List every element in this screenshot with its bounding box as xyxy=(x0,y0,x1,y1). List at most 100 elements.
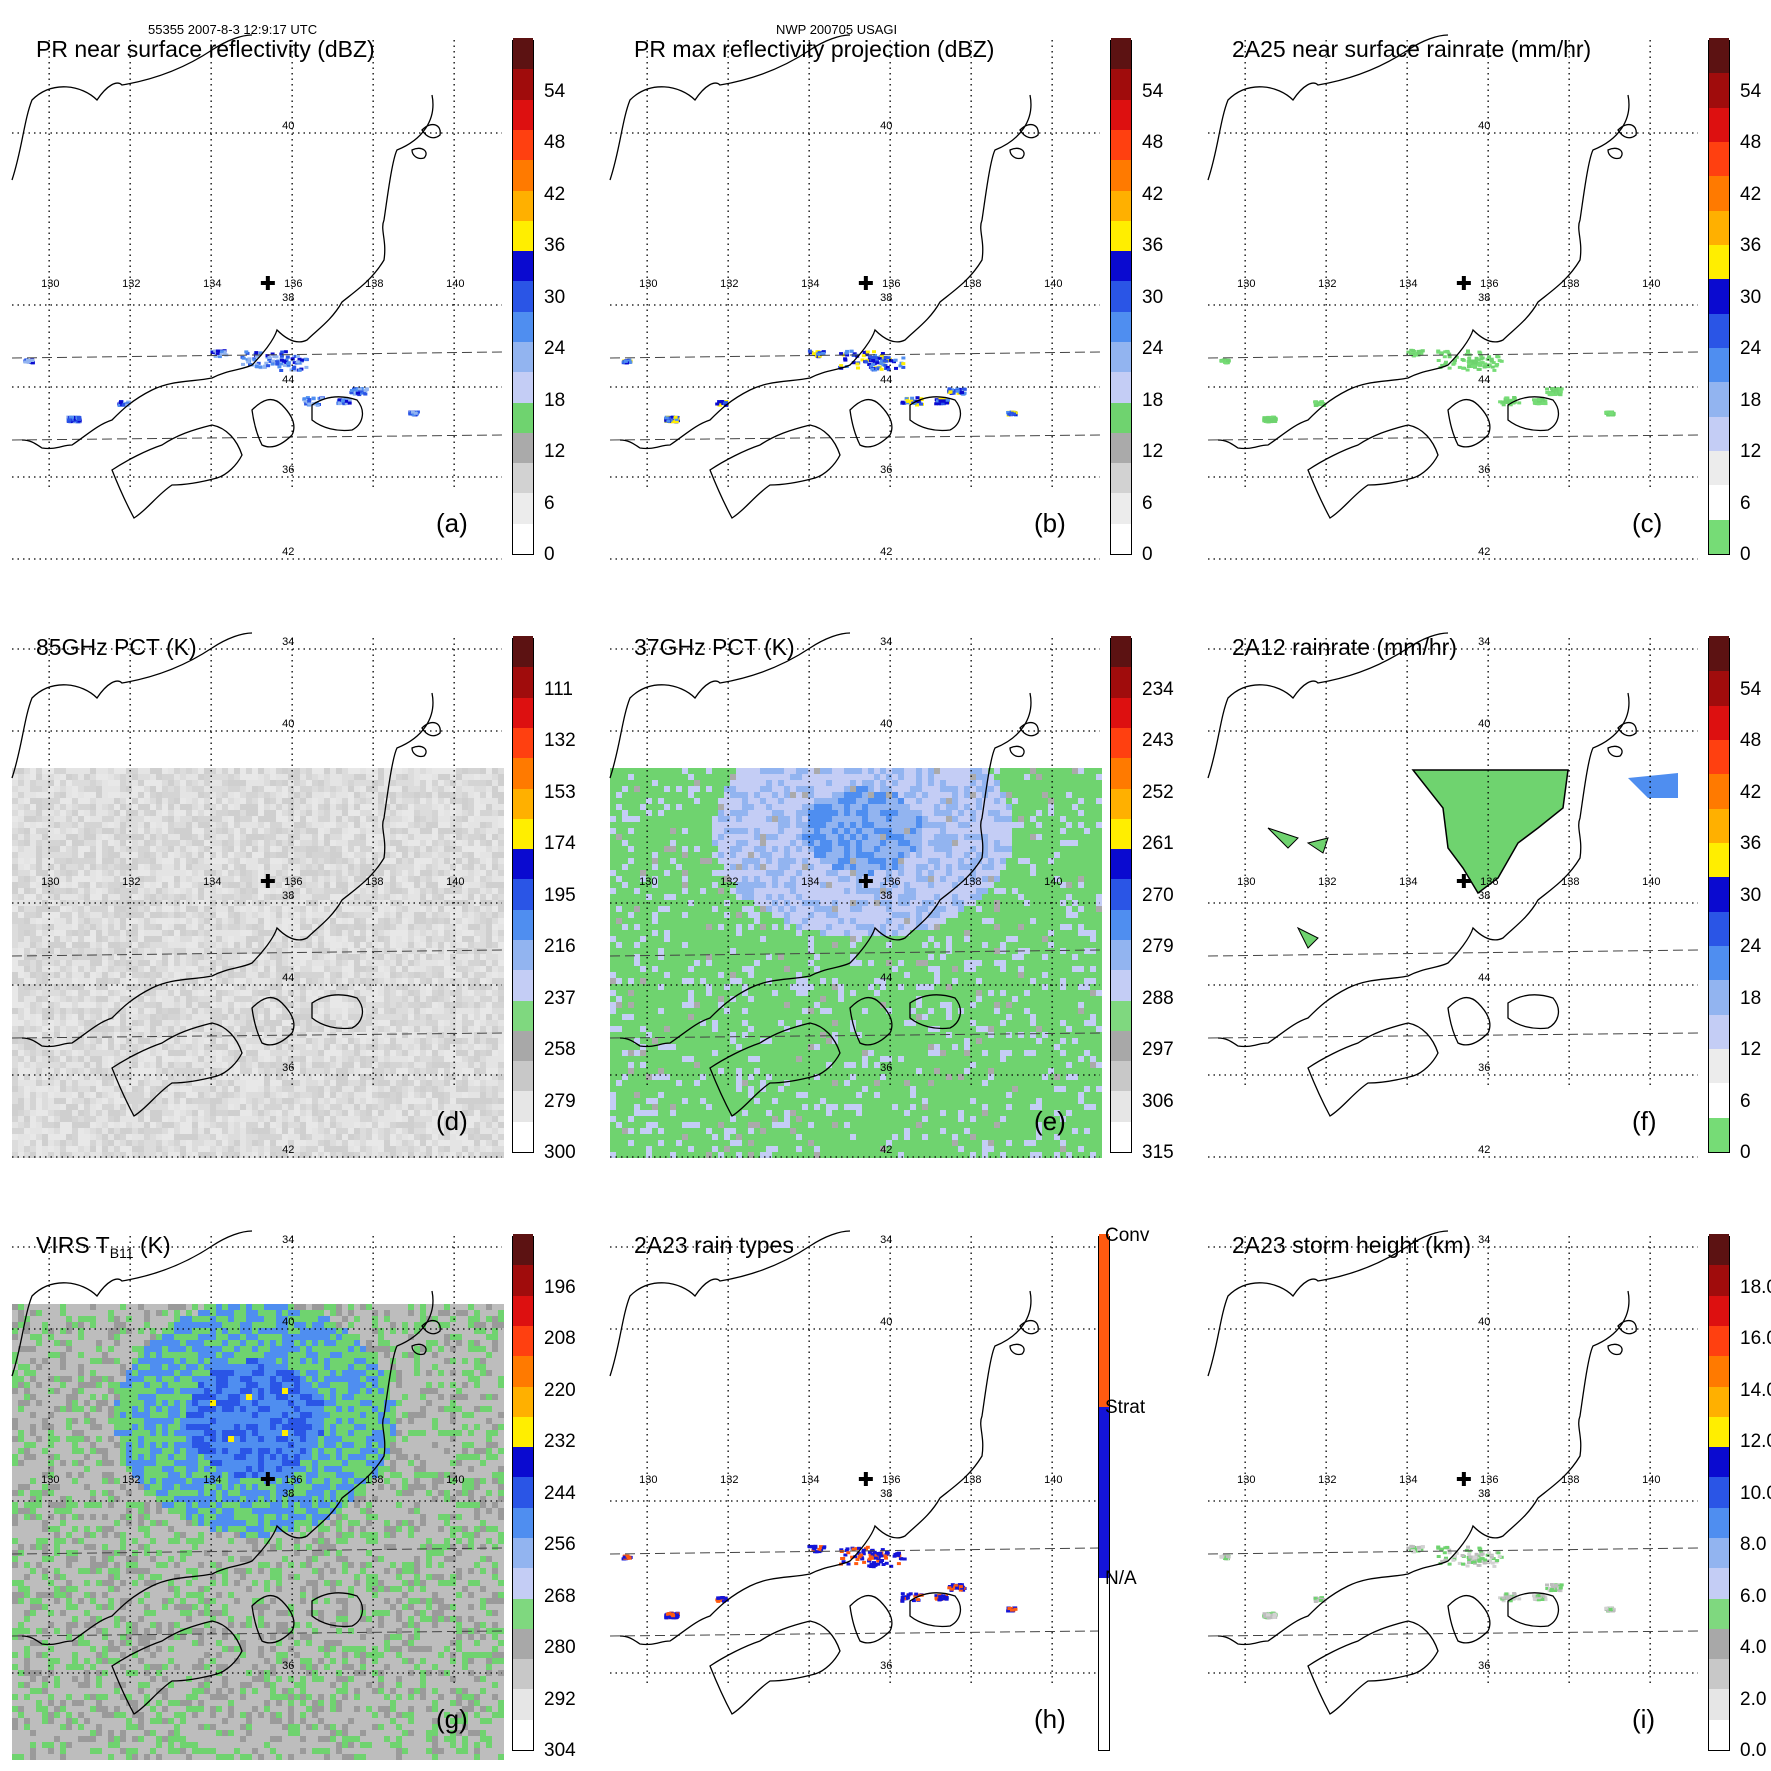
rain-pixel xyxy=(1318,403,1323,406)
swath-pixel xyxy=(54,948,60,954)
swath-pixel xyxy=(288,912,294,918)
swath-pixel xyxy=(366,972,372,978)
swath-pixel xyxy=(204,936,210,942)
swath-pixel xyxy=(12,864,18,870)
swath-pixel xyxy=(324,918,330,924)
swath-pixel xyxy=(126,924,132,930)
swath-pixel xyxy=(252,1008,258,1014)
swath-pixel xyxy=(246,966,252,972)
swath-pixel xyxy=(294,1026,300,1032)
swath-pixel xyxy=(306,972,312,978)
swath-pixel xyxy=(456,894,462,900)
swath-pixel xyxy=(150,936,156,942)
swath-pixel xyxy=(216,876,222,882)
swath-pixel xyxy=(234,780,240,786)
swath-pixel xyxy=(102,954,108,960)
swath-pixel xyxy=(228,996,234,1002)
swath-pixel xyxy=(162,828,168,834)
swath-pixel xyxy=(288,846,294,852)
swath-pixel xyxy=(480,876,486,882)
colorbar-a xyxy=(512,38,534,555)
swath-pixel xyxy=(132,996,138,1002)
swath-pixel xyxy=(348,846,354,852)
swath-pixel xyxy=(150,942,156,948)
swath-pixel xyxy=(102,996,108,1002)
swath-pixel xyxy=(408,1020,414,1026)
swath-pixel xyxy=(300,846,306,852)
swath-pixel xyxy=(366,816,372,822)
swath-pixel xyxy=(354,816,360,822)
swath-pixel xyxy=(378,834,384,840)
swath-pixel xyxy=(492,966,498,972)
swath-pixel xyxy=(66,978,72,984)
swath-pixel xyxy=(450,876,456,882)
swath-pixel xyxy=(24,984,30,990)
swath-pixel xyxy=(90,816,96,822)
swath-pixel xyxy=(222,786,228,792)
swath-pixel xyxy=(210,924,216,930)
rain-pixel xyxy=(307,398,312,402)
swath-pixel xyxy=(276,1002,282,1008)
swath-pixel xyxy=(54,810,60,816)
swath-pixel xyxy=(48,1026,54,1032)
swath-pixel xyxy=(18,966,24,972)
swath-pixel xyxy=(240,876,246,882)
swath-pixel xyxy=(354,966,360,972)
swath-pixel xyxy=(246,894,252,900)
lon-label: 134 xyxy=(203,278,221,290)
swath-pixel xyxy=(240,990,246,996)
swath-pixel xyxy=(420,978,426,984)
swath-pixel xyxy=(174,774,180,780)
swath-pixel xyxy=(354,804,360,810)
swath-pixel xyxy=(252,882,258,888)
swath-pixel xyxy=(150,888,156,894)
swath-pixel xyxy=(36,960,42,966)
swath-pixel xyxy=(216,906,222,912)
swath-pixel xyxy=(72,846,78,852)
swath-pixel xyxy=(294,996,300,1002)
swath-pixel xyxy=(474,786,480,792)
swath-pixel xyxy=(318,864,324,870)
swath-pixel xyxy=(354,978,360,984)
swath-pixel xyxy=(90,1026,96,1032)
swath-pixel xyxy=(126,912,132,918)
swath-pixel xyxy=(462,1026,468,1032)
swath-pixel xyxy=(138,1020,144,1026)
swath-pixel xyxy=(450,996,456,1002)
swath-pixel xyxy=(276,978,282,984)
swath-pixel xyxy=(324,1014,330,1020)
swath-pixel xyxy=(108,786,114,792)
swath-pixel xyxy=(420,894,426,900)
swath-pixel xyxy=(384,882,390,888)
swath-pixel xyxy=(66,804,72,810)
swath-pixel xyxy=(450,930,456,936)
swath-pixel xyxy=(420,810,426,816)
swath-pixel xyxy=(162,1020,168,1026)
swath-pixel xyxy=(24,978,30,984)
swath-pixel xyxy=(78,930,84,936)
swath-pixel xyxy=(168,948,174,954)
rain-pixel xyxy=(279,354,284,358)
swath-pixel xyxy=(30,984,36,990)
swath-pixel xyxy=(384,858,390,864)
swath-pixel xyxy=(414,882,420,888)
swath-pixel xyxy=(438,1008,444,1014)
swath-pixel xyxy=(294,852,300,858)
swath-pixel xyxy=(462,900,468,906)
swath-pixel xyxy=(402,870,408,876)
swath-pixel xyxy=(138,834,144,840)
swath-pixel xyxy=(66,1020,72,1026)
swath-pixel xyxy=(426,882,432,888)
swath-pixel xyxy=(426,912,432,918)
swath-pixel xyxy=(252,876,258,882)
swath-pixel xyxy=(222,942,228,948)
swath-pixel xyxy=(180,966,186,972)
swath-pixel xyxy=(120,1020,126,1026)
swath-pixel xyxy=(300,780,306,786)
swath-pixel xyxy=(324,822,330,828)
swath-pixel xyxy=(144,1026,150,1032)
swath-pixel xyxy=(354,930,360,936)
swath-pixel xyxy=(330,966,336,972)
swath-pixel xyxy=(240,846,246,852)
